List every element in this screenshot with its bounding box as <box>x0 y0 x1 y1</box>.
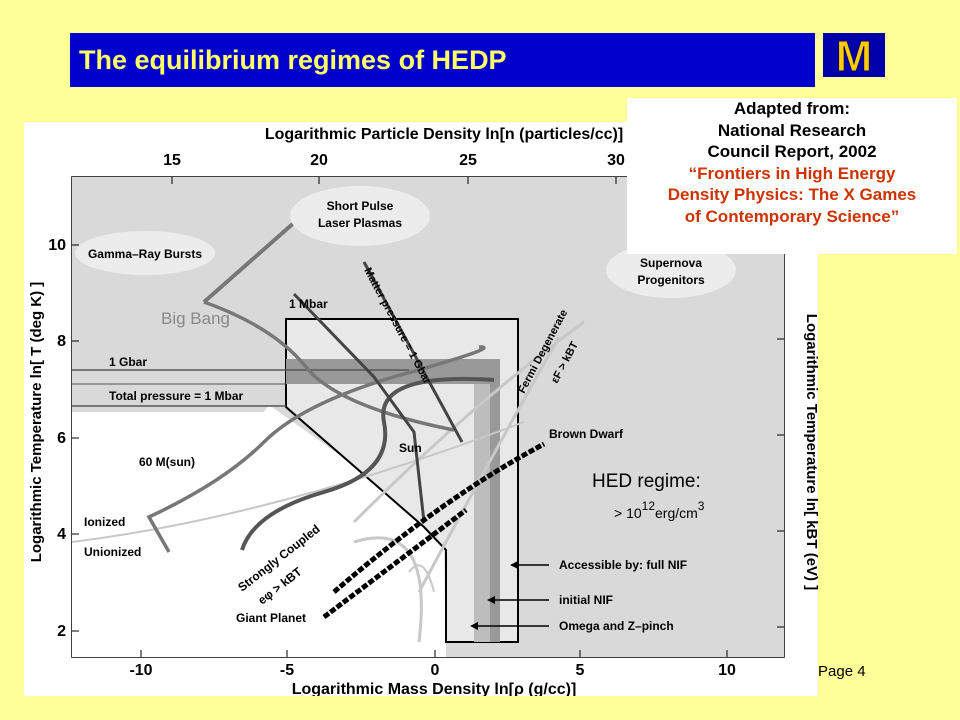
short-pulse-blob <box>290 186 430 246</box>
top-tick: 20 <box>310 152 328 169</box>
left-tick: 2 <box>57 623 66 640</box>
bottom-tick: 0 <box>431 662 440 679</box>
caption-line: Council Report, 2002 <box>707 142 877 161</box>
one-mbar-line <box>292 292 426 523</box>
supernova-label-2: Progenitors <box>637 273 705 287</box>
left-tick: 10 <box>48 237 66 254</box>
caption-citation: of Contemporary Science” <box>684 206 900 226</box>
initial-nif-arrow-head <box>487 596 495 604</box>
sun-track <box>240 376 495 551</box>
omega-arrow-head <box>470 622 478 630</box>
supernova-blob <box>606 242 736 298</box>
hed-condition: > 1012erg/cm3 <box>614 499 705 521</box>
caption-citation: “Frontiers in High Energy <box>688 163 896 183</box>
gamma-label: Gamma–Ray Bursts <box>88 247 202 261</box>
full-nif-label: Accessible by: full NIF <box>559 558 687 572</box>
bottom-tick: -5 <box>280 662 294 679</box>
total-pressure-label: Total pressure = 1 Mbar <box>109 389 243 403</box>
big-bang-track <box>203 300 455 432</box>
sixty-msun-label: 60 M(sun) <box>139 455 195 469</box>
right-axis-title: Logarithmic Temperature ln[ kBT (eV) ] <box>803 314 818 590</box>
bottom-tick: 10 <box>718 662 736 679</box>
hed-outer-region <box>286 319 518 642</box>
supernova-label-1: Supernova <box>640 256 702 270</box>
mbar-label: 1 Mbar <box>289 297 328 311</box>
initial-nif-label: initial NIF <box>559 593 613 607</box>
bottom-tick: -10 <box>129 662 152 679</box>
university-logo: M <box>823 33 885 77</box>
caption-line: Adapted from: <box>733 99 851 118</box>
sixty-msun-track <box>146 345 486 553</box>
big-bang-label: Big Bang <box>161 309 230 328</box>
short-pulse-label-2: Laser Plasmas <box>318 216 402 230</box>
sun-label: Sun <box>399 441 422 455</box>
caption-citation: Density Physics: The X Games <box>667 185 917 204</box>
ionization-line <box>71 421 525 543</box>
logo-letter: M <box>836 33 873 77</box>
coupling-line-2 <box>408 564 435 593</box>
fermi-line-2 <box>417 336 561 593</box>
slide-title: The equilibrium regimes of HEDP <box>70 33 815 87</box>
ionized-label: Ionized <box>84 515 125 529</box>
full-nif-arrow-head <box>510 561 518 569</box>
unionized-label: Unionized <box>84 545 141 559</box>
page-number: Page 4 <box>818 663 866 680</box>
top-tick: 25 <box>459 152 477 169</box>
matter-pressure-line <box>362 261 464 443</box>
brown-dwarf-track <box>332 441 546 594</box>
gbar-label: 1 Gbar <box>109 355 147 369</box>
brown-dwarf-label: Brown Dwarf <box>549 427 624 441</box>
left-tick: 8 <box>57 333 66 350</box>
giant-planet-label: Giant Planet <box>236 611 306 625</box>
giant-planet-track <box>322 508 468 619</box>
short-pulse-label-1: Short Pulse <box>327 199 394 213</box>
gamma-blob <box>75 231 215 275</box>
bottom-tick: 5 <box>576 662 585 679</box>
top-tick: 30 <box>607 152 625 169</box>
source-caption: Adapted from: National Research Council … <box>627 98 957 254</box>
axis-ticks <box>72 177 784 657</box>
hed-regime-label: HED regime: <box>592 471 701 492</box>
omega-label: Omega and Z–pinch <box>559 619 674 633</box>
left-axis-title: Logarithmic Temperature ln[ T (deg K) ] <box>28 282 45 563</box>
regime-diagram-svg: Logarithmic Particle Density ln[n (parti… <box>28 126 820 698</box>
top-tick: 15 <box>163 152 181 169</box>
bottom-axis-title: Logarithmic Mass Density ln[ρ (g/cc)] <box>292 681 577 696</box>
caption-line: National Research <box>717 120 867 140</box>
left-tick: 4 <box>57 526 66 543</box>
left-tick: 6 <box>57 430 66 447</box>
top-axis-title: Logarithmic Particle Density ln[n (parti… <box>265 126 623 143</box>
